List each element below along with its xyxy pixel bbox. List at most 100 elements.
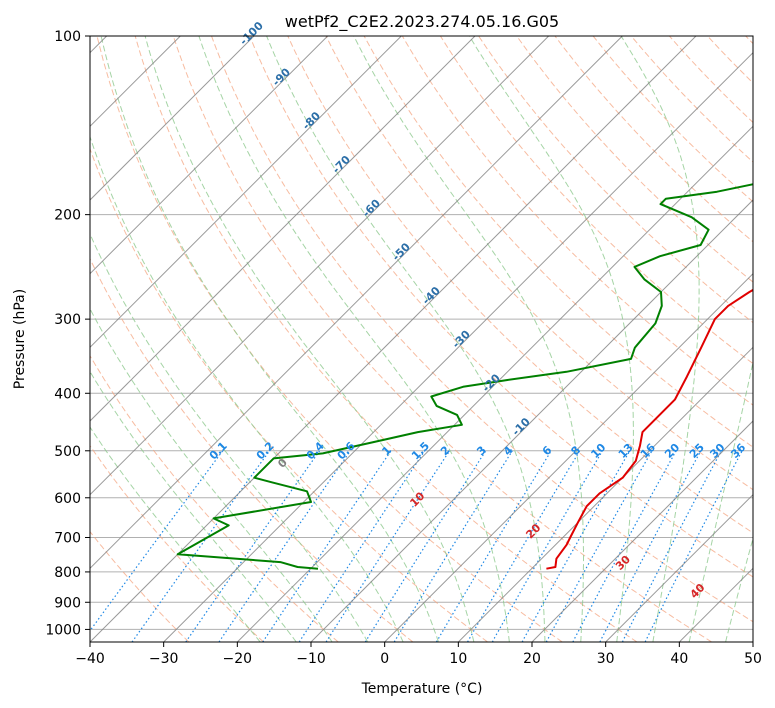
mixing-ratio-label: 3 xyxy=(474,444,489,459)
dewpoint-profile xyxy=(176,183,753,570)
mixing-ratio-line xyxy=(218,450,351,642)
mixing-ratio-line xyxy=(325,450,451,642)
mixing-ratio-label: 10 xyxy=(588,441,608,461)
isotherm-line xyxy=(384,272,753,642)
moist-adiabat xyxy=(100,36,439,642)
isotherm-line xyxy=(605,493,753,642)
moist-adiabat xyxy=(725,536,753,642)
x-tick-label: 30 xyxy=(597,651,615,667)
isotherm-line xyxy=(163,51,753,642)
y-tick-label: 400 xyxy=(54,386,81,402)
isotherm-line xyxy=(752,641,753,642)
mixing-ratio-label: 0.4 xyxy=(304,439,327,462)
mixing-ratio-label: 30 xyxy=(707,441,727,461)
chart-title: wetPf2_C2E2.2023.274.05.16.G05 xyxy=(285,12,559,32)
isotherm-line xyxy=(90,36,402,349)
isotherm-label: -30 xyxy=(450,328,473,351)
moist-adiabat xyxy=(688,359,753,642)
x-tick-label: −40 xyxy=(75,651,105,667)
y-tick-label: 800 xyxy=(54,565,81,581)
dry-adiabat xyxy=(669,36,753,124)
dry-adiabat xyxy=(211,36,753,623)
x-tick-label: 50 xyxy=(744,651,762,667)
dry-adiabat xyxy=(707,36,753,84)
x-tick-label: 20 xyxy=(523,651,541,667)
dry-adiabat xyxy=(96,36,563,642)
isotherm-line xyxy=(90,36,476,422)
mixing-ratio-line xyxy=(435,450,552,642)
isotherm-line xyxy=(457,346,753,642)
temperature-profile xyxy=(546,288,753,570)
moist-adiabat xyxy=(90,370,297,642)
mixing-ratio-label: 1.5 xyxy=(409,439,432,462)
isotherm-label: -100 xyxy=(237,19,266,48)
mixing-ratio-label: 0.1 xyxy=(207,439,230,462)
mixing-ratio-line xyxy=(572,450,677,642)
mixing-ratio-line xyxy=(599,450,702,642)
moist-adiabat xyxy=(353,36,584,642)
isotherm-line xyxy=(90,36,623,570)
y-tick-label: 700 xyxy=(54,531,81,547)
dry-adiabat xyxy=(134,36,638,642)
series-layer xyxy=(176,183,753,570)
moist-adiabat xyxy=(620,36,700,642)
x-tick-label: −30 xyxy=(149,651,179,667)
mixing-ratio-line xyxy=(185,450,321,642)
y-tick-label: 900 xyxy=(54,595,81,611)
moist-adiabat xyxy=(90,135,404,642)
mixing-ratio-line xyxy=(521,450,631,642)
dry-adiabat xyxy=(90,257,414,642)
isotherm-label: -40 xyxy=(420,284,443,307)
mixing-ratio-line xyxy=(364,450,487,642)
y-tick-label: 1000 xyxy=(45,622,81,638)
mixing-ratio-line xyxy=(545,450,653,642)
isotherm-line xyxy=(90,36,697,642)
axis-layer: −40 −30 −20 −10 0 10 20 30 40 50 100 200 300 400 500 60… xyxy=(45,29,762,667)
dry-adiabat xyxy=(90,147,488,642)
x-tick-label: −20 xyxy=(223,651,253,667)
isotherm-line xyxy=(90,36,255,201)
moist-adiabat xyxy=(90,307,333,642)
moist-adiabat xyxy=(90,426,261,642)
isotherm-line xyxy=(90,36,329,275)
dry-adiabat xyxy=(554,36,753,243)
moist-adiabat xyxy=(144,36,475,642)
x-tick-label: 10 xyxy=(449,651,467,667)
y-tick-label: 600 xyxy=(54,491,81,507)
y-axis-title: Pressure (hPa) xyxy=(12,289,28,389)
isotherm-label: -20 xyxy=(480,371,503,394)
y-tick-label: 500 xyxy=(54,444,81,460)
dry-adiabat xyxy=(516,36,753,283)
x-tick-label: 0 xyxy=(380,651,389,667)
y-tick-label: 300 xyxy=(54,312,81,328)
y-tick-label: 100 xyxy=(54,29,81,45)
isotherm-line xyxy=(531,420,753,642)
isotherm-label: -70 xyxy=(330,153,353,176)
isotherm-label: -50 xyxy=(390,240,413,263)
mixing-ratio-line xyxy=(298,450,426,642)
x-tick-label: −10 xyxy=(296,651,326,667)
dry-adiabat xyxy=(592,36,753,203)
isotherm-line xyxy=(236,125,753,642)
moist-adiabat-label: 10 xyxy=(407,489,427,509)
moist-adiabat xyxy=(90,232,369,642)
mixing-ratio-line xyxy=(644,450,743,642)
moist-adiabat xyxy=(266,36,546,642)
plot-frame xyxy=(89,35,754,643)
dry-adiabat xyxy=(401,36,753,406)
isotherm-line xyxy=(678,567,753,642)
dry-adiabat xyxy=(90,444,264,642)
dry-adiabat xyxy=(249,36,753,578)
isotherm-line xyxy=(310,199,753,642)
mixing-ratio-line xyxy=(262,450,392,642)
dry-adiabat xyxy=(439,36,753,365)
mixing-ratio-label: 25 xyxy=(687,441,707,461)
mixing-ratio-line xyxy=(131,450,271,642)
moist-adiabat-label: 40 xyxy=(688,581,708,601)
isotherm-label: -80 xyxy=(300,109,323,132)
isotherm-label: -90 xyxy=(270,65,293,88)
moist-adiabat-label: 20 xyxy=(523,521,543,541)
isotherm-label: -60 xyxy=(360,196,383,219)
dry-adiabat xyxy=(90,354,339,642)
